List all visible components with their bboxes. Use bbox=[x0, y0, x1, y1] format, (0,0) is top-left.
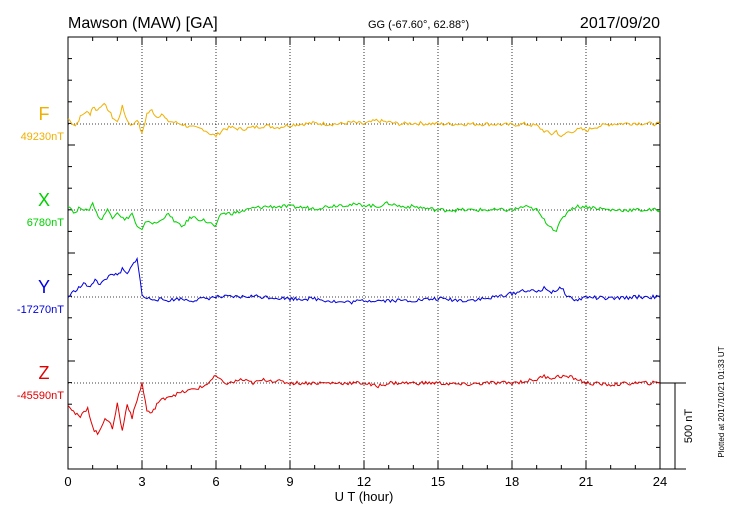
series-baseline-y: -17270nT bbox=[17, 304, 64, 316]
series-line-z bbox=[67, 373, 661, 436]
series-line-x bbox=[67, 201, 661, 233]
coordinates-label: GG (-67.60°, 62.88°) bbox=[368, 19, 469, 31]
series-name-y: Y bbox=[38, 277, 50, 297]
x-tick-label: 9 bbox=[286, 474, 293, 489]
series-line-y bbox=[67, 256, 661, 305]
series-lines bbox=[67, 102, 661, 436]
date-label: 2017/09/20 bbox=[580, 15, 660, 32]
series-name-f: F bbox=[39, 104, 50, 124]
x-tick-label: 12 bbox=[357, 474, 371, 489]
series-labels: F 49230nT X 6780nT Y -17270nT Z -45590nT bbox=[17, 104, 64, 402]
series-name-z: Z bbox=[39, 363, 50, 383]
series-name-x: X bbox=[38, 190, 50, 210]
x-tick-label: 3 bbox=[138, 474, 145, 489]
scale-bar: 500 nT bbox=[660, 382, 695, 470]
x-tick-label: 15 bbox=[431, 474, 445, 489]
plotted-at-footer: Plotted at 2017/10/21 01:33 UT bbox=[717, 346, 726, 457]
series-baseline-x: 6780nT bbox=[27, 217, 65, 229]
x-tick-labels: 0 3 6 9 12 15 18 21 24 bbox=[64, 474, 667, 489]
x-tick-label: 18 bbox=[505, 474, 519, 489]
scale-bar-label: 500 nT bbox=[683, 409, 695, 444]
x-tick-label: 0 bbox=[64, 474, 71, 489]
x-tick-label: 6 bbox=[212, 474, 219, 489]
x-tick-label: 21 bbox=[579, 474, 593, 489]
grid-lines bbox=[68, 37, 660, 469]
series-baseline-z: -45590nT bbox=[17, 390, 64, 402]
station-title: Mawson (MAW) [GA] bbox=[68, 15, 218, 32]
x-axis-label: U T (hour) bbox=[335, 489, 394, 504]
series-baseline-f: 49230nT bbox=[21, 131, 65, 143]
series-line-f bbox=[67, 102, 661, 138]
x-tick-label: 24 bbox=[653, 474, 667, 489]
